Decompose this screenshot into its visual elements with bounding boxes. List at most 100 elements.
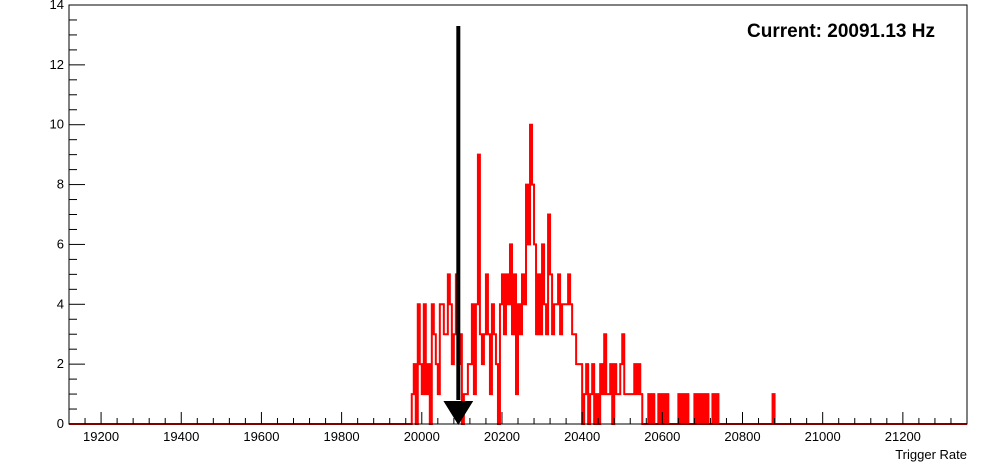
histogram-bin: [610, 364, 612, 424]
histogram-bin: [480, 334, 482, 424]
histogram-bin: [636, 394, 638, 424]
x-tick-label: 21200: [885, 429, 921, 444]
x-tick-label: 19200: [83, 429, 119, 444]
histogram-bin: [528, 244, 530, 424]
x-tick-label: 19800: [324, 429, 360, 444]
histogram-bin: [602, 394, 604, 424]
histogram-bin: [666, 394, 668, 424]
histogram-bin: [504, 334, 506, 424]
histogram-bin: [532, 185, 534, 424]
histogram-bin: [508, 304, 510, 424]
histogram-bin: [572, 334, 574, 424]
histogram-bin: [494, 334, 496, 424]
histogram-bin: [424, 304, 426, 424]
histogram-bin: [712, 394, 714, 424]
axes-layer: 0 2 4 6 8 10 12 14 19200 19400 19600 19800 20000 2020…: [50, 0, 968, 444]
histogram-bin: [412, 394, 414, 424]
histogram-bin: [472, 304, 474, 424]
histogram-bin: [514, 274, 516, 424]
histogram-bin: [620, 364, 622, 424]
histogram-bin: [520, 334, 522, 424]
histogram-bin: [616, 394, 618, 424]
histogram-bin: [554, 304, 556, 424]
histogram-bin: [706, 394, 708, 424]
histogram-bin: [530, 125, 532, 424]
histogram-bin: [574, 334, 576, 424]
histogram-bin: [618, 394, 620, 424]
histogram-bin: [444, 334, 446, 424]
x-tick-label: 20800: [724, 429, 760, 444]
histogram-bin: [522, 274, 524, 424]
x-tick-label: 19600: [243, 429, 279, 444]
histogram-bin: [560, 334, 562, 424]
histogram-bin: [512, 334, 514, 424]
arrow-head: [443, 401, 474, 425]
histogram-bin: [682, 394, 684, 424]
histogram-bin: [510, 244, 512, 424]
histogram-bin: [418, 304, 420, 424]
histogram-bin: [590, 394, 592, 424]
histogram-bin: [698, 394, 700, 424]
histogram-bin: [564, 304, 566, 424]
histogram-bin: [562, 304, 564, 424]
histogram-bin: [548, 215, 550, 425]
y-tick-label: 2: [57, 356, 64, 371]
y-tick-label: 12: [50, 57, 64, 72]
histogram-bin: [500, 304, 502, 424]
histogram-series: [69, 123, 967, 425]
histogram-bin: [518, 304, 520, 424]
histogram-bin: [634, 364, 636, 424]
histogram-bin: [484, 334, 486, 424]
histogram-bin: [442, 304, 444, 424]
y-tick-label: 8: [57, 177, 64, 192]
histogram-bin: [592, 364, 594, 424]
histogram-bin: [702, 394, 704, 424]
histogram-bin: [478, 155, 480, 424]
histogram-bin: [584, 394, 586, 424]
histogram-bin: [428, 364, 430, 424]
histogram-bin: [414, 364, 416, 424]
histogram-bin: [492, 304, 494, 424]
histogram-bin: [652, 394, 654, 424]
histogram-bin: [638, 364, 640, 424]
histogram-bin: [488, 334, 490, 424]
histogram-bin: [540, 334, 542, 424]
histogram-bin: [566, 304, 568, 424]
histogram-bin: [558, 274, 560, 424]
histogram-bin: [476, 304, 478, 424]
histogram-bin: [440, 304, 442, 424]
x-tick-label: 20600: [644, 429, 680, 444]
histogram-bin: [468, 364, 470, 424]
histogram-bin: [614, 364, 616, 424]
histogram-bin: [576, 364, 578, 424]
histogram-bin: [716, 394, 718, 424]
histogram-bin: [524, 304, 526, 424]
x-tick-label: 19400: [163, 429, 199, 444]
x-tick-label: 21000: [805, 429, 841, 444]
histogram-bin: [552, 334, 554, 424]
histogram-bin: [434, 334, 436, 424]
current-rate-annotation: Current: 20091.13 Hz: [747, 21, 935, 42]
histogram-bin: [482, 364, 484, 424]
histogram-bin: [686, 394, 688, 424]
x-tick-label: 20000: [404, 429, 440, 444]
histogram-bin: [622, 334, 624, 424]
x-tick-label: 20200: [484, 429, 520, 444]
histogram-bin: [544, 304, 546, 424]
histogram-bin: [470, 364, 472, 424]
histogram-layer: [69, 123, 967, 425]
histogram-bin: [640, 394, 642, 424]
histogram-bin: [608, 394, 610, 424]
histogram-bin: [496, 364, 498, 424]
y-tick-label: 6: [57, 236, 64, 251]
x-tick-label: 20400: [564, 429, 600, 444]
histogram-bin: [600, 364, 602, 424]
histogram-bin: [632, 394, 634, 424]
histogram-bin: [486, 274, 488, 424]
histogram-bin: [578, 364, 580, 424]
histogram-bin: [502, 274, 504, 424]
histogram-bin: [648, 394, 650, 424]
histogram-bin: [536, 334, 538, 424]
y-tick-label: 14: [50, 0, 64, 12]
